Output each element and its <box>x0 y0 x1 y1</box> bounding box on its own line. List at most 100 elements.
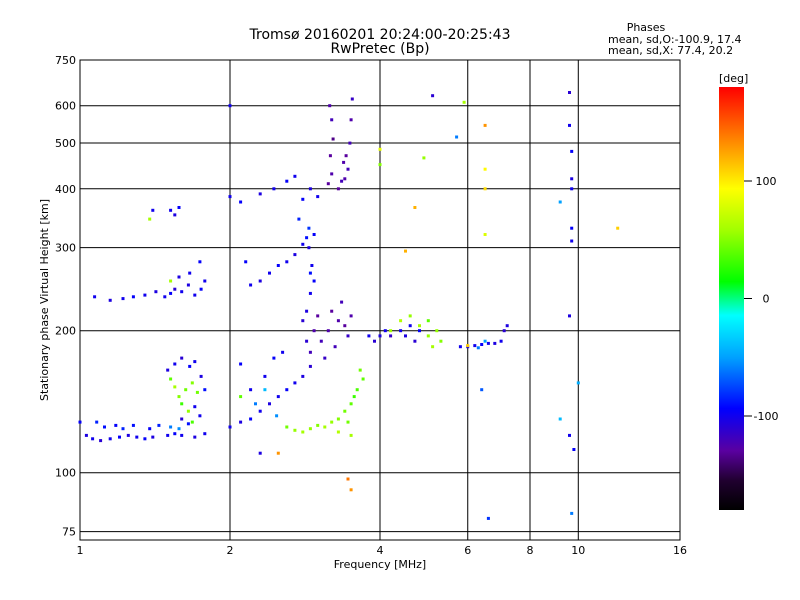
data-point <box>184 388 188 392</box>
data-point <box>426 334 430 338</box>
data-point <box>330 420 334 424</box>
y-tick-label: 500 <box>55 137 76 150</box>
x-tick-label: 6 <box>464 544 471 557</box>
colorbar-label: [deg] <box>719 72 748 85</box>
data-point <box>343 324 347 328</box>
data-point <box>462 100 466 104</box>
data-point <box>157 423 161 427</box>
data-point <box>568 123 571 127</box>
data-point <box>570 177 574 181</box>
data-point <box>108 298 112 302</box>
data-point <box>121 427 125 431</box>
data-point <box>439 339 443 343</box>
data-point <box>310 264 314 267</box>
data-point <box>177 395 181 399</box>
data-point <box>169 208 173 212</box>
data-point <box>383 329 387 333</box>
data-point <box>308 364 312 368</box>
data-point <box>323 356 327 360</box>
data-point <box>312 329 316 333</box>
data-point <box>95 420 99 424</box>
data-point <box>193 405 197 409</box>
data-point <box>502 329 506 333</box>
data-point <box>249 388 253 392</box>
data-point <box>348 141 352 145</box>
data-point <box>78 420 82 424</box>
data-point <box>328 104 332 108</box>
data-point <box>239 200 243 204</box>
data-point <box>276 395 280 399</box>
data-point <box>355 388 359 392</box>
data-point <box>367 334 371 338</box>
data-point <box>285 425 289 429</box>
data-point <box>143 437 147 441</box>
data-point <box>177 206 181 209</box>
data-point <box>186 283 190 287</box>
data-point <box>308 271 312 275</box>
data-point <box>203 432 207 436</box>
data-point <box>319 339 323 343</box>
data-point <box>163 295 167 299</box>
data-point <box>346 167 350 171</box>
x-tick-label: 4 <box>377 544 384 557</box>
info-line-o: mean, sd,O:-100.9, 17.4 <box>608 33 742 46</box>
y-tick-label: 750 <box>55 54 76 67</box>
chart-title: Tromsø 20160201 20:24:00-20:25:43 <box>249 27 511 43</box>
data-point <box>305 309 309 313</box>
data-point <box>108 437 112 441</box>
data-point <box>570 149 574 153</box>
data-point <box>301 374 305 378</box>
x-tick-label: 10 <box>571 544 585 557</box>
data-point <box>455 135 459 139</box>
data-point <box>239 420 243 424</box>
data-point <box>285 388 289 392</box>
data-point <box>254 402 257 406</box>
data-point <box>558 417 562 421</box>
info-heading: Phases <box>627 21 666 34</box>
data-point <box>173 287 177 291</box>
data-point <box>342 160 346 164</box>
data-point <box>308 291 312 295</box>
data-point <box>413 339 417 343</box>
data-point <box>312 279 316 283</box>
data-point <box>399 329 403 333</box>
data-point <box>190 381 194 385</box>
data-point <box>103 425 106 429</box>
plot-area: 1 2 4 6 8 10 16 75 100 200 300 400 500 600 750 <box>55 54 687 557</box>
data-point <box>326 182 330 186</box>
data-point <box>263 388 267 392</box>
data-point <box>228 425 232 429</box>
data-point <box>483 339 487 343</box>
data-point <box>483 187 487 191</box>
data-point <box>297 217 301 221</box>
data-point <box>276 451 280 455</box>
data-point <box>346 334 350 338</box>
colorbar-gradient <box>719 87 744 510</box>
data-point <box>281 350 285 354</box>
data-point <box>616 226 620 230</box>
data-point <box>272 356 276 360</box>
data-point <box>166 433 170 437</box>
data-point <box>190 420 194 424</box>
colorbar-ticks: 100 0 -100 <box>744 175 778 423</box>
data-point <box>154 290 158 294</box>
data-point <box>343 409 347 413</box>
data-point <box>203 279 207 283</box>
data-point <box>169 279 173 283</box>
data-point <box>258 192 262 196</box>
data-point <box>404 249 407 253</box>
data-point <box>323 425 327 429</box>
data-point <box>358 368 362 372</box>
y-tick-label: 75 <box>62 526 76 539</box>
data-point <box>568 314 571 318</box>
y-tick-label: 300 <box>55 242 76 255</box>
data-point <box>131 423 135 427</box>
data-point <box>466 344 470 348</box>
data-point <box>148 217 152 221</box>
y-tick-label: 100 <box>55 467 76 480</box>
data-point <box>493 341 497 345</box>
data-point <box>308 187 312 191</box>
data-point <box>486 341 490 345</box>
data-point <box>352 395 356 399</box>
